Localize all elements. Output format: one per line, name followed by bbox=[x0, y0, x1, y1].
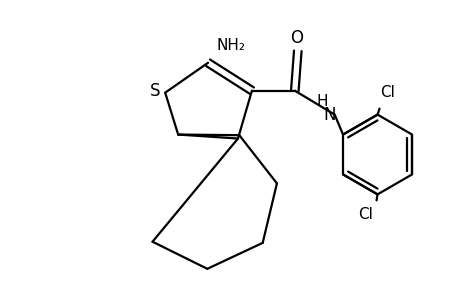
Text: O: O bbox=[290, 29, 302, 47]
Text: NH₂: NH₂ bbox=[216, 38, 245, 53]
Text: Cl: Cl bbox=[379, 85, 394, 100]
Text: H: H bbox=[316, 94, 328, 109]
Text: Cl: Cl bbox=[358, 207, 372, 222]
Text: S: S bbox=[150, 82, 160, 100]
Text: N: N bbox=[323, 106, 335, 124]
